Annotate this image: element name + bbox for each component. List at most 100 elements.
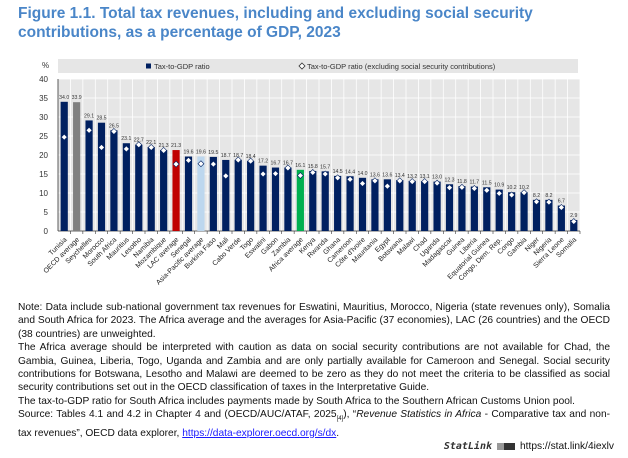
- diamond-marker: [570, 218, 578, 225]
- diamond-marker: [557, 204, 565, 211]
- diamond-marker: [396, 177, 404, 185]
- diamond-marker: [122, 145, 130, 153]
- data-label: 28.5: [96, 116, 106, 122]
- bar: [234, 159, 242, 231]
- diamond-marker: [197, 160, 205, 168]
- source-note: Source: Tables 4.1 and 4.2 in Chapter 4 …: [18, 408, 610, 440]
- statlink-url[interactable]: https://stat.link/4iexlv: [520, 441, 614, 452]
- bar-chart: % Tax-to-GDP ratio Tax-to-GDP ratio (exc…: [39, 59, 581, 287]
- source-link[interactable]: https://data-explorer.oecd.org/s/dx: [182, 427, 337, 439]
- data-label: 14.0: [357, 171, 367, 177]
- diamond-marker: [359, 180, 366, 187]
- bar: [160, 150, 168, 231]
- diamond-marker: [135, 141, 143, 149]
- diamond-marker: [209, 160, 217, 168]
- diamond-marker: [383, 182, 391, 190]
- data-label: 10.2: [519, 185, 529, 191]
- diamond-marker: [508, 191, 516, 199]
- bar: [309, 170, 317, 231]
- data-label: 11.8: [457, 179, 467, 185]
- legend-diamond-icon: [298, 62, 306, 70]
- y-tick-label: 40: [39, 75, 48, 84]
- data-label: 16.7: [283, 161, 293, 167]
- note-3: The tax-to-GDP ratio for South Africa in…: [18, 395, 576, 407]
- data-label: 19.5: [208, 150, 218, 156]
- data-label: 26.5: [109, 123, 119, 129]
- statlink-icon: [497, 443, 515, 450]
- data-label: 18.7: [221, 153, 231, 159]
- y-tick-label: 10: [39, 189, 48, 198]
- bar: [545, 199, 553, 231]
- bar: [135, 144, 143, 231]
- bar: [209, 156, 217, 231]
- diamond-marker: [533, 198, 540, 206]
- bar: [122, 143, 130, 231]
- diamond-marker: [470, 185, 478, 192]
- diamond-marker: [334, 174, 342, 182]
- bar: [433, 181, 441, 231]
- bar: [557, 205, 565, 231]
- diamond-marker: [495, 189, 503, 197]
- bar: [197, 156, 205, 231]
- bar: [483, 187, 491, 231]
- bar: [346, 176, 354, 231]
- diamond-marker: [408, 178, 416, 186]
- diamond-marker: [85, 126, 93, 134]
- data-label: 14.4: [345, 169, 355, 175]
- bar: [421, 181, 429, 231]
- diamond-marker: [421, 178, 429, 186]
- note-1: Note: Data include sub-national governme…: [18, 302, 610, 340]
- diamond-marker: [346, 175, 354, 183]
- data-label: 2.9: [570, 213, 577, 219]
- figure-notes: Note: Data include sub-national governme…: [18, 301, 610, 440]
- diamond-marker: [520, 189, 528, 197]
- diamond-marker: [545, 198, 553, 206]
- bar: [321, 171, 329, 231]
- data-label: 22.7: [134, 138, 144, 144]
- data-label: 8.2: [533, 193, 540, 199]
- bar: [520, 192, 528, 231]
- legend-bar-swatch: [146, 63, 151, 69]
- data-label: 33.9: [72, 95, 82, 101]
- diamond-marker: [185, 156, 192, 164]
- y-tick-label: 20: [39, 151, 48, 160]
- diamond-marker: [284, 164, 292, 172]
- data-label: 21.3: [159, 143, 169, 149]
- bar: [259, 165, 267, 231]
- diamond-marker: [172, 160, 180, 168]
- data-label: 13.2: [407, 174, 417, 180]
- bar: [296, 169, 304, 231]
- bar: [508, 192, 516, 231]
- data-label: 16.1: [295, 163, 305, 169]
- diamond-marker: [234, 156, 242, 164]
- data-label: 13.0: [432, 175, 442, 181]
- data-label: 17.2: [258, 159, 268, 165]
- diamond-marker: [60, 133, 68, 141]
- bar: [184, 156, 193, 231]
- diamond-marker: [98, 143, 105, 151]
- bar: [284, 167, 292, 231]
- data-label: 13.4: [395, 173, 405, 179]
- y-tick-label: 15: [39, 170, 48, 179]
- diamond-marker: [446, 184, 453, 192]
- diamond-marker: [483, 186, 491, 194]
- data-label: 6.7: [558, 199, 565, 205]
- diamond-marker: [147, 143, 155, 151]
- data-label: 8.2: [545, 193, 552, 199]
- bar: [85, 120, 93, 231]
- statlink-logo: StatLink: [443, 441, 492, 452]
- bar: [570, 219, 578, 231]
- bar: [271, 167, 280, 231]
- data-label: 10.2: [507, 185, 517, 191]
- diamond-marker: [110, 128, 118, 135]
- data-label: 13.6: [382, 172, 392, 178]
- data-label: 10.9: [494, 183, 504, 189]
- diamond-marker: [222, 172, 230, 180]
- bar: [147, 147, 155, 231]
- diamond-marker: [371, 177, 379, 185]
- diamond-marker: [309, 169, 317, 176]
- bar: [470, 186, 478, 231]
- figure-title: Figure 1.1. Total tax revenues, includin…: [18, 5, 533, 41]
- bar: [458, 186, 466, 231]
- source-text: - Comparative tax and non-tax revenues”,…: [18, 409, 611, 439]
